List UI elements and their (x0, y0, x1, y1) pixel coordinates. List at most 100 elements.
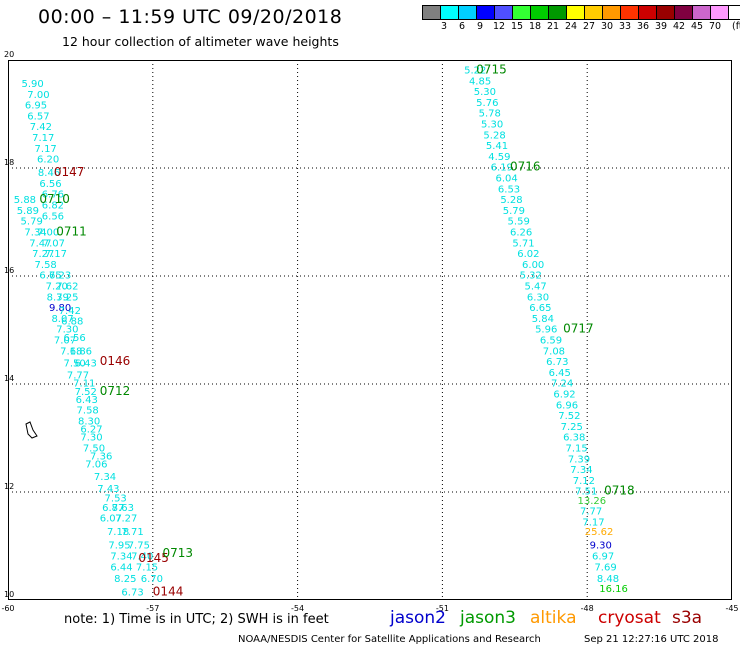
page-title: 00:00 – 11:59 UTC 09/20/2018 (38, 6, 343, 28)
wave-height-point: 7.12 (573, 476, 595, 487)
wave-height-point: 7.52 (75, 387, 97, 398)
wave-height-point: 5.32 (520, 271, 542, 282)
wave-height-point: 7.00 (37, 228, 59, 239)
wave-height-point: 7.25 (561, 422, 583, 433)
wave-height-point: 8.39 (47, 292, 69, 303)
wave-height-point: 6.56 (42, 211, 64, 222)
wave-height-point: 8.46 (38, 168, 60, 179)
wave-height-point: 13.26 (578, 496, 607, 507)
wave-height-point: 6.20 (37, 155, 59, 166)
x-tick-label: -60 (1, 604, 14, 613)
wave-height-point: 7.34 (24, 228, 46, 239)
wave-height-point: 6.56 (64, 333, 86, 344)
wave-height-point: 7.30 (80, 433, 102, 444)
wave-height-point: 7.77 (580, 507, 602, 518)
wave-height-point: 7.62 (56, 282, 78, 293)
wave-height-point: 6.00 (522, 260, 544, 271)
unit-label: (ft) (732, 21, 740, 32)
wave-height-point: 5.30 (481, 120, 503, 131)
wave-height-point: 25.62 (585, 527, 614, 538)
wave-height-point: 6.43 (75, 359, 97, 370)
wave-height-point: 7.15 (136, 562, 158, 573)
wave-height-point: 6.92 (553, 390, 575, 401)
wave-height-point: 7.17 (35, 144, 57, 155)
time-label: 0713 (162, 546, 193, 560)
wave-height-point: 7.27 (115, 514, 137, 525)
wave-height-point: 7.30 (56, 325, 78, 336)
color-scale-tick: 12 (493, 21, 506, 32)
wave-height-point: 7.39 (568, 454, 590, 465)
wave-height-point: 8.25 (114, 574, 136, 585)
wave-height-point: 6.86 (70, 346, 92, 357)
time-label: 0146 (100, 354, 131, 368)
x-tick-label: -51 (436, 604, 449, 613)
wave-height-point: 6.82 (42, 201, 64, 212)
color-scale-tick: 27 (583, 21, 596, 32)
wave-height-point: 9.80 (49, 303, 71, 314)
wave-height-point: 7.34 (570, 465, 592, 476)
time-label: 0715 (476, 63, 507, 77)
time-label: 0718 (604, 484, 635, 498)
x-tick-label: -54 (291, 604, 304, 613)
wave-height-point: 7.15 (565, 444, 587, 455)
color-scale (422, 5, 740, 20)
color-scale-tick: 3 (441, 21, 448, 32)
color-scale-tick: 21 (547, 21, 560, 32)
wave-height-point: 7.43 (97, 484, 119, 495)
y-tick-label: 18 (4, 158, 14, 167)
wave-height-point: 7.75 (128, 541, 150, 552)
wave-height-point: 6.95 (25, 101, 47, 112)
wave-height-point: 6.27 (80, 425, 102, 436)
wave-height-point: 7.17 (32, 133, 54, 144)
color-scale-tick: 24 (565, 21, 578, 32)
y-tick-label: 20 (4, 50, 14, 59)
wave-height-point: 5.41 (486, 141, 508, 152)
time-label: 0717 (563, 322, 594, 336)
color-scale-tick: 36 (637, 21, 650, 32)
island-outline (25, 421, 38, 439)
wave-height-point: 7.11 (73, 379, 95, 390)
wave-height-point: 6.02 (517, 249, 539, 260)
y-tick-label: 14 (4, 374, 14, 383)
wave-height-point: 6.73 (121, 588, 143, 599)
wave-height-point: 16.16 (599, 584, 628, 595)
wave-height-point: 5.78 (479, 109, 501, 120)
wave-height-point: 7.34 (110, 552, 132, 563)
wave-height-point: 6.38 (563, 433, 585, 444)
wave-height-point: 7.24 (551, 379, 573, 390)
wave-height-point: 7.17 (582, 517, 604, 528)
wave-height-point: 6.23 (49, 271, 71, 282)
wave-height-point: 7.18 (60, 346, 82, 357)
wave-height-point: 5.71 (512, 238, 534, 249)
wave-height-point: 7.58 (77, 406, 99, 417)
time-label: 0712 (100, 384, 131, 398)
wave-height-point: 5.59 (508, 217, 530, 228)
wave-height-point: 7.95 (108, 541, 130, 552)
wave-height-point: 6.87 (102, 503, 124, 514)
wave-height-point: 8.07 (51, 314, 73, 325)
wave-height-point: 5.88 (14, 195, 36, 206)
page-subtitle: 12 hour collection of altimeter wave hei… (62, 34, 339, 49)
wave-height-point: 6.97 (592, 552, 614, 563)
wave-height-point: 4.85 (469, 76, 491, 87)
wave-height-point: 5.79 (503, 206, 525, 217)
color-scale-tick: 33 (619, 21, 632, 32)
color-scale-tick: 45 (691, 21, 704, 32)
wave-height-point: 6.44 (110, 562, 132, 573)
wave-height-point: 7.77 (67, 371, 89, 382)
wave-height-point: 7.00 (27, 90, 49, 101)
color-scale-tick: 9 (477, 21, 484, 32)
wave-height-point: 7.53 (105, 494, 127, 505)
legend-cryosat: cryosat (598, 608, 661, 628)
y-tick-label: 12 (4, 482, 14, 491)
wave-height-point: 5.84 (532, 314, 554, 325)
wave-height-point: 7.08 (543, 346, 565, 357)
color-scale-tick: 39 (655, 21, 668, 32)
wave-height-point: 6.88 (61, 317, 83, 328)
wave-height-point: 6.45 (549, 368, 571, 379)
wave-height-point: 6.59 (540, 336, 562, 347)
wave-height-point: 7.07 (54, 336, 76, 347)
wave-height-point: 6.75 (39, 271, 61, 282)
y-tick-label: 10 (4, 590, 14, 599)
